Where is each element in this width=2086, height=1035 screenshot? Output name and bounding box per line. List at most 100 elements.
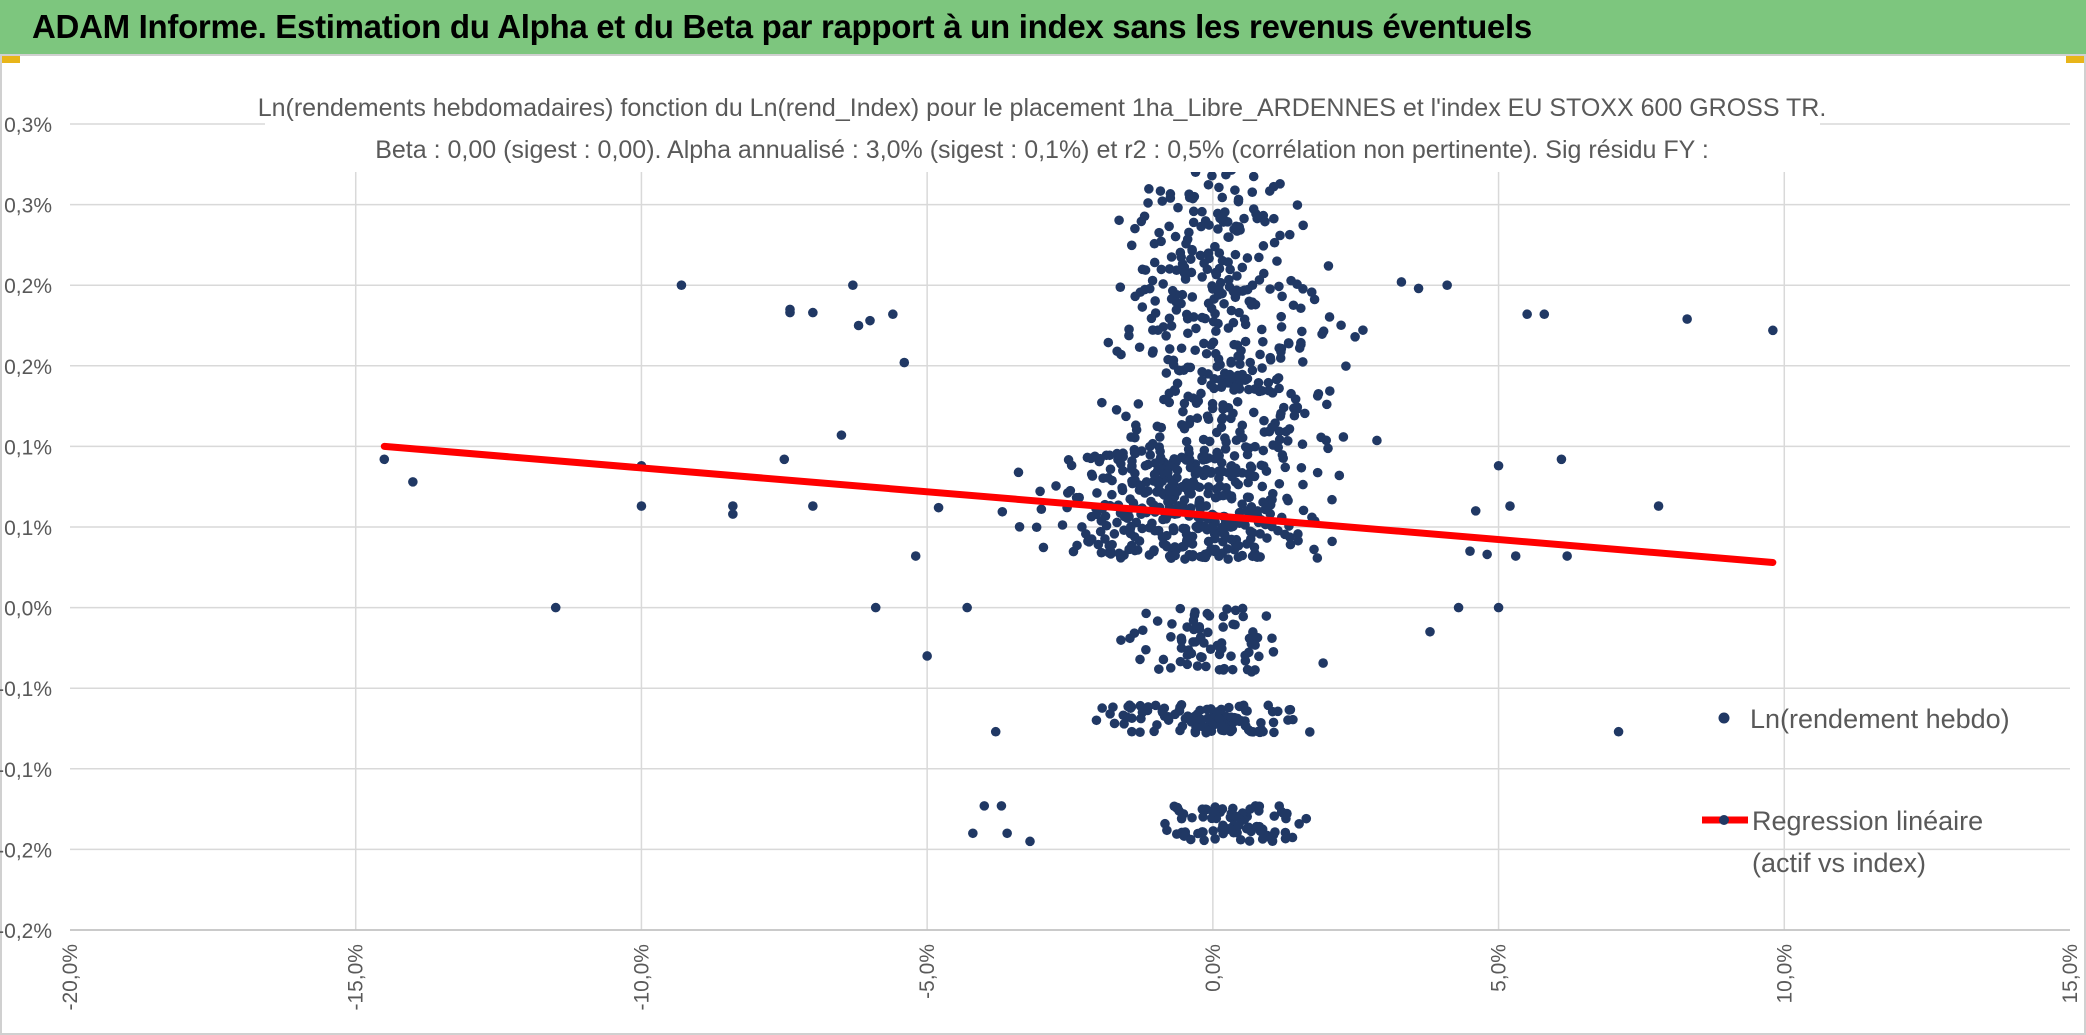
data-point xyxy=(1276,322,1287,332)
data-point xyxy=(1095,526,1106,537)
data-point xyxy=(1285,704,1296,715)
data-point xyxy=(1493,602,1504,613)
report-title: ADAM Informe. Estimation du Alpha et du … xyxy=(32,8,1532,45)
data-point xyxy=(1222,604,1232,614)
x-tick-label: 15,0% xyxy=(2059,944,2082,1004)
data-point xyxy=(1277,291,1287,302)
data-point xyxy=(676,280,687,291)
data-point xyxy=(1084,537,1094,547)
data-point xyxy=(1096,547,1107,558)
data-point xyxy=(979,801,990,811)
data-point xyxy=(1213,224,1223,234)
data-point xyxy=(1222,378,1233,388)
data-point xyxy=(1154,227,1164,238)
data-point xyxy=(1199,835,1209,846)
data-point xyxy=(1181,537,1192,547)
y-tick-label: -0,2% xyxy=(0,839,52,862)
data-point xyxy=(1218,665,1229,675)
data-point xyxy=(1207,170,1217,181)
data-point xyxy=(1230,287,1241,298)
data-point xyxy=(1336,320,1346,331)
data-point xyxy=(1170,542,1180,552)
data-point xyxy=(1186,267,1197,278)
data-point xyxy=(1208,316,1219,327)
data-point xyxy=(1139,211,1150,222)
data-point xyxy=(1218,413,1228,423)
data-point xyxy=(1242,492,1253,502)
data-point xyxy=(1224,702,1234,713)
data-point xyxy=(1201,661,1211,672)
data-point xyxy=(1358,325,1368,335)
data-point xyxy=(1197,206,1207,217)
data-point xyxy=(1158,514,1168,525)
data-point xyxy=(1210,533,1220,544)
data-point xyxy=(1556,454,1567,465)
data-point xyxy=(1257,481,1268,492)
data-point xyxy=(1305,727,1315,737)
data-point xyxy=(1312,553,1323,563)
data-point xyxy=(1196,388,1206,399)
data-point xyxy=(1141,477,1152,487)
data-point xyxy=(1238,611,1249,622)
data-point xyxy=(1230,249,1241,260)
data-point xyxy=(1074,492,1084,503)
data-point xyxy=(1105,549,1116,559)
data-point xyxy=(1243,384,1254,395)
y-tick-label: 0,3% xyxy=(4,195,52,218)
data-point xyxy=(1230,463,1241,474)
data-point xyxy=(1190,345,1201,356)
data-point xyxy=(990,726,1001,737)
data-point xyxy=(1126,464,1137,475)
data-point xyxy=(1237,262,1248,273)
data-point xyxy=(1258,445,1269,456)
data-point xyxy=(1265,352,1276,363)
data-point xyxy=(1321,435,1332,446)
data-point xyxy=(1150,700,1161,711)
data-point xyxy=(1035,486,1045,497)
chart-subtitle: Beta : 0,00 (sigest : 0,00). Alpha annua… xyxy=(375,136,1709,164)
data-point xyxy=(1168,525,1179,536)
data-point xyxy=(1237,499,1247,509)
data-point xyxy=(1247,280,1258,291)
data-point xyxy=(1203,482,1214,492)
data-point xyxy=(1216,522,1227,533)
data-point xyxy=(1245,357,1256,368)
data-point xyxy=(1242,664,1253,675)
data-point xyxy=(1334,470,1345,481)
data-point xyxy=(1327,536,1337,547)
data-point xyxy=(1293,535,1303,546)
data-point xyxy=(1124,330,1134,341)
data-point xyxy=(779,454,790,465)
data-point xyxy=(1163,712,1174,722)
data-point xyxy=(1231,221,1241,232)
data-point xyxy=(1201,348,1212,359)
data-point xyxy=(1216,458,1227,468)
data-point xyxy=(1204,436,1215,447)
data-point xyxy=(1135,287,1146,297)
data-point xyxy=(1237,420,1248,431)
regression-line-group xyxy=(380,442,1777,566)
data-point xyxy=(550,602,561,613)
data-point xyxy=(1300,408,1310,419)
data-point xyxy=(1276,311,1286,322)
y-tick-label: -0,2% xyxy=(0,920,52,943)
data-point xyxy=(1274,478,1285,489)
data-point xyxy=(1322,399,1332,410)
legend-scatter-marker xyxy=(1718,712,1730,724)
data-point xyxy=(1191,323,1201,334)
data-point xyxy=(1298,357,1308,367)
x-tick-label: -10,0% xyxy=(630,944,653,1011)
data-point xyxy=(1255,826,1266,837)
data-point xyxy=(1653,501,1664,511)
data-point xyxy=(1188,637,1198,647)
data-point xyxy=(1273,525,1283,536)
data-point xyxy=(1245,526,1256,537)
data-point xyxy=(1025,836,1035,847)
data-point xyxy=(1218,400,1228,410)
data-point xyxy=(1154,432,1165,442)
data-point xyxy=(1470,506,1481,516)
data-point xyxy=(1258,241,1269,251)
data-point xyxy=(1327,494,1337,505)
data-point xyxy=(1193,396,1204,406)
